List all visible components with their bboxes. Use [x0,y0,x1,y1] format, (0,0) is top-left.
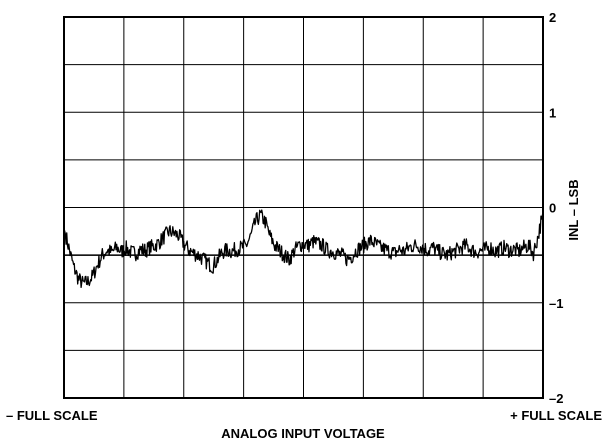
y-tick-label: –2 [549,391,563,406]
y-tick-label: –1 [549,296,563,311]
x-tick-left: – FULL SCALE [6,408,98,423]
y-tick-label: 0 [549,201,556,216]
x-tick-right: + FULL SCALE [510,408,602,423]
x-axis-title: ANALOG INPUT VOLTAGE [221,426,385,441]
inl-series-line [63,209,544,289]
plot-frame [63,16,544,399]
y-tick-label: 1 [549,105,556,120]
y-tick-labels: 2 1 0 –1 –2 [549,10,563,406]
y-axis-title: INL – LSB [566,179,581,240]
grid [64,17,543,398]
y-tick-label: 2 [549,10,556,25]
